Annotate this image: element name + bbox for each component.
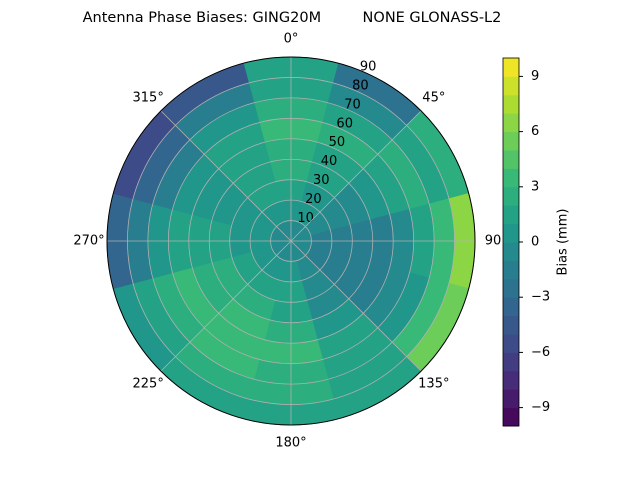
colorbar-segment <box>503 352 519 372</box>
colorbar-segment <box>503 186 519 206</box>
colorbar-label: Bias (mm) <box>556 209 571 276</box>
theta-tick-label: 270° <box>73 234 104 249</box>
polar-frame <box>106 56 476 426</box>
colorbar-segment <box>503 260 519 280</box>
colorbar-segment <box>503 389 519 409</box>
colorbar-tick-label: 3 <box>531 179 539 194</box>
r-tick-label: 30 <box>313 173 330 188</box>
colorbar-segment <box>503 223 519 243</box>
colorbar-segment <box>503 168 519 188</box>
r-tick-label: 90 <box>360 60 377 75</box>
chart-title: Antenna Phase Biases: GING20M NONE GLONA… <box>83 10 502 26</box>
r-tick-label: 70 <box>344 97 361 112</box>
r-tick-label: 80 <box>352 79 369 94</box>
colorbar-tick-label: −9 <box>531 400 550 415</box>
colorbar-segment <box>503 131 519 151</box>
colorbar-segment <box>503 76 519 96</box>
theta-tick-label: 180° <box>275 436 306 451</box>
theta-tick-label: 135° <box>418 376 449 391</box>
colorbar-segment <box>503 242 519 261</box>
colorbar-segment <box>503 407 519 427</box>
theta-tick-label: 225° <box>133 376 164 391</box>
theta-tick-label: 0° <box>284 32 299 47</box>
grid-spoke <box>290 240 422 372</box>
grid-spoke <box>290 110 422 242</box>
colorbar-segment <box>503 297 519 317</box>
colorbar-segment <box>503 278 519 298</box>
theta-tick-label: 315° <box>133 91 164 106</box>
colorbar-tick-label: −6 <box>531 345 550 360</box>
colorbar-segment <box>503 94 519 114</box>
colorbar-segment <box>503 315 519 335</box>
colorbar-segment <box>503 370 519 390</box>
theta-tick-label: 45° <box>422 91 445 106</box>
grid-spoke <box>160 240 292 372</box>
colorbar-tick-label: 9 <box>531 69 539 84</box>
colorbar-segment <box>503 58 519 77</box>
colorbar-segment <box>503 205 519 225</box>
theta-tick-label: 90 <box>485 234 502 249</box>
colorbar-tick-label: 0 <box>531 235 539 250</box>
r-tick-label: 50 <box>329 135 346 150</box>
colorbar-tick-label: 6 <box>531 124 539 139</box>
colorbar-segment <box>503 150 519 169</box>
colorbar-segment <box>503 334 519 353</box>
r-tick-label: 60 <box>336 116 353 131</box>
r-tick-label: 40 <box>321 154 338 169</box>
r-tick-label: 20 <box>305 192 322 207</box>
colorbar-segment <box>503 113 519 133</box>
colorbar-tick-label: −3 <box>531 290 550 305</box>
r-tick-label: 10 <box>297 211 314 226</box>
grid-spoke <box>160 110 292 242</box>
